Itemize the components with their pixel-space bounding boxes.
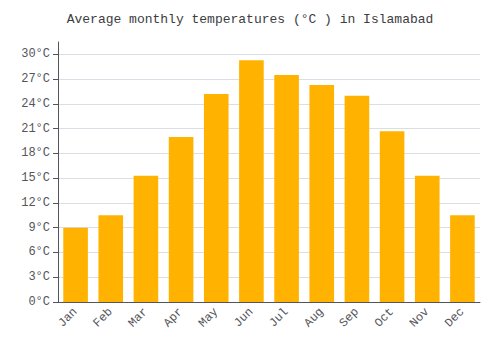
- svg-text:30°C: 30°C: [21, 47, 50, 61]
- svg-text:Jan: Jan: [55, 305, 80, 330]
- svg-text:Oct: Oct: [372, 305, 397, 330]
- svg-text:Mar: Mar: [126, 305, 151, 330]
- svg-text:18°C: 18°C: [21, 146, 50, 160]
- svg-text:Jul: Jul: [266, 305, 291, 330]
- svg-text:Average monthly temperatures (: Average monthly temperatures (°C ) in Is…: [67, 12, 434, 27]
- svg-text:21°C: 21°C: [21, 122, 50, 136]
- svg-text:6°C: 6°C: [28, 245, 50, 259]
- svg-text:Sep: Sep: [337, 305, 362, 330]
- svg-text:Nov: Nov: [407, 305, 432, 330]
- svg-text:Dec: Dec: [442, 305, 467, 330]
- svg-text:9°C: 9°C: [28, 221, 50, 235]
- svg-text:24°C: 24°C: [21, 97, 50, 111]
- svg-text:12°C: 12°C: [21, 196, 50, 210]
- svg-text:Jun: Jun: [231, 305, 256, 330]
- svg-text:Apr: Apr: [161, 305, 186, 330]
- svg-text:0°C: 0°C: [28, 295, 50, 309]
- svg-text:May: May: [196, 305, 221, 330]
- svg-text:27°C: 27°C: [21, 72, 50, 86]
- svg-text:15°C: 15°C: [21, 171, 50, 185]
- svg-text:Aug: Aug: [302, 305, 327, 330]
- svg-text:3°C: 3°C: [28, 270, 50, 284]
- svg-text:Feb: Feb: [91, 305, 116, 330]
